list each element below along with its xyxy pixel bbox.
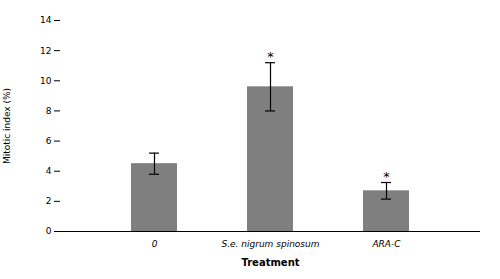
svg-text:10: 10 bbox=[40, 76, 52, 86]
svg-text:Treatment: Treatment bbox=[241, 257, 299, 268]
svg-text:*: * bbox=[383, 169, 390, 184]
svg-text:ARA-C: ARA-C bbox=[371, 239, 401, 249]
svg-text:S.e. nigrum spinosum: S.e. nigrum spinosum bbox=[221, 239, 319, 249]
svg-text:14: 14 bbox=[40, 15, 52, 25]
svg-text:0: 0 bbox=[152, 239, 158, 249]
svg-text:Mitotic index (%): Mitotic index (%) bbox=[2, 88, 12, 164]
svg-text:6: 6 bbox=[46, 136, 52, 146]
svg-text:8: 8 bbox=[46, 106, 52, 116]
svg-text:*: * bbox=[267, 49, 274, 64]
svg-text:12: 12 bbox=[40, 46, 51, 56]
svg-text:0: 0 bbox=[46, 226, 52, 236]
svg-text:4: 4 bbox=[46, 166, 52, 176]
svg-text:2: 2 bbox=[46, 196, 52, 206]
